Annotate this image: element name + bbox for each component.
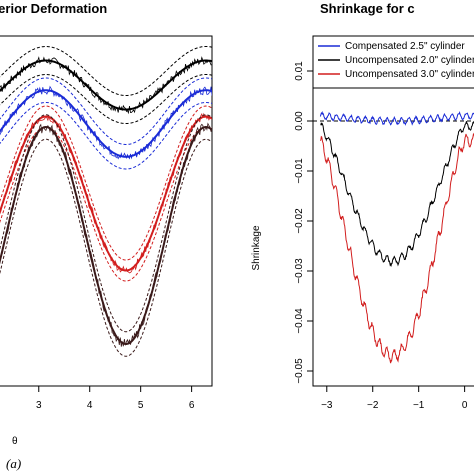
right-x-tick-label: 0	[462, 400, 468, 411]
right-y-tick-label: 0.00	[294, 111, 305, 131]
legend-label: Uncompensated 3.0" cylinder	[345, 69, 474, 80]
left-series-2-upper-band	[0, 105, 212, 261]
left-series-2-lower-band	[0, 126, 212, 282]
panel-label: (a)	[6, 456, 21, 471]
left-series-0	[0, 46, 212, 124]
right-y-axis: 0.01 0.00 −0.01 −0.02 −0.03 −0.04 −0.05	[294, 61, 313, 384]
left-series-3-fit	[0, 125, 212, 345]
left-series-3-observed	[0, 122, 212, 347]
left-x-tick-label: 3	[36, 400, 42, 411]
left-chart: Posterior Deformation 3 4 5 6 θ (a)	[0, 1, 213, 471]
right-y-tick-label: −0.01	[294, 158, 305, 184]
left-series-0-upper-band	[0, 46, 212, 96]
right-y-tick-label: −0.04	[294, 308, 305, 334]
left-plot-frame	[0, 35, 213, 387]
right-series-0	[319, 110, 474, 126]
left-x-tick-label: 6	[189, 400, 195, 411]
left-series-0-observed	[0, 56, 212, 115]
right-y-tick-label: −0.02	[294, 208, 305, 234]
left-series-group	[0, 46, 212, 357]
left-x-tick-label: 4	[87, 400, 93, 411]
right-y-tick-label: 0.01	[294, 61, 305, 81]
right-x-tick-label: −1	[413, 400, 425, 411]
right-y-axis-label: Shrinkage	[251, 225, 262, 270]
right-series-2	[319, 132, 474, 364]
left-series-0-lower-band	[0, 74, 212, 124]
left-x-tick-label: 5	[138, 400, 144, 411]
right-legend: Compensated 2.5" cylinder Uncompensated 2…	[312, 35, 474, 89]
left-series-3-lower-band	[0, 138, 212, 357]
right-y-tick-label: −0.03	[294, 258, 305, 284]
left-series-3	[0, 114, 212, 357]
right-x-axis: −3 −2 −1 0	[321, 386, 468, 411]
left-series-0-fit	[0, 59, 212, 111]
right-y-tick-label: −0.05	[294, 358, 305, 384]
left-chart-title: Posterior Deformation	[0, 1, 107, 16]
right-chart-title: Shrinkage for c	[320, 1, 415, 16]
left-series-1-upper-band	[0, 77, 212, 145]
right-series-group	[313, 110, 474, 364]
right-x-tick-label: −2	[367, 400, 379, 411]
left-series-2	[0, 105, 212, 282]
right-series-1	[320, 120, 474, 267]
right-chart: Shrinkage for c Shrinkage 0.01 0.00 −0.01 −…	[251, 1, 474, 411]
legend-label: Compensated 2.5" cylinder	[345, 41, 465, 52]
left-series-3-upper-band	[0, 114, 212, 333]
left-series-1-fit	[0, 89, 212, 158]
left-series-1-lower-band	[0, 102, 212, 170]
legend-label: Uncompensated 2.0" cylinder	[345, 55, 474, 66]
left-series-2-fit	[0, 115, 212, 272]
left-x-axis-label: θ	[12, 436, 18, 447]
right-x-tick-label: −3	[321, 400, 333, 411]
left-series-1	[0, 77, 212, 170]
left-x-axis: 3 4 5 6	[36, 386, 195, 411]
legend-box	[312, 35, 474, 89]
